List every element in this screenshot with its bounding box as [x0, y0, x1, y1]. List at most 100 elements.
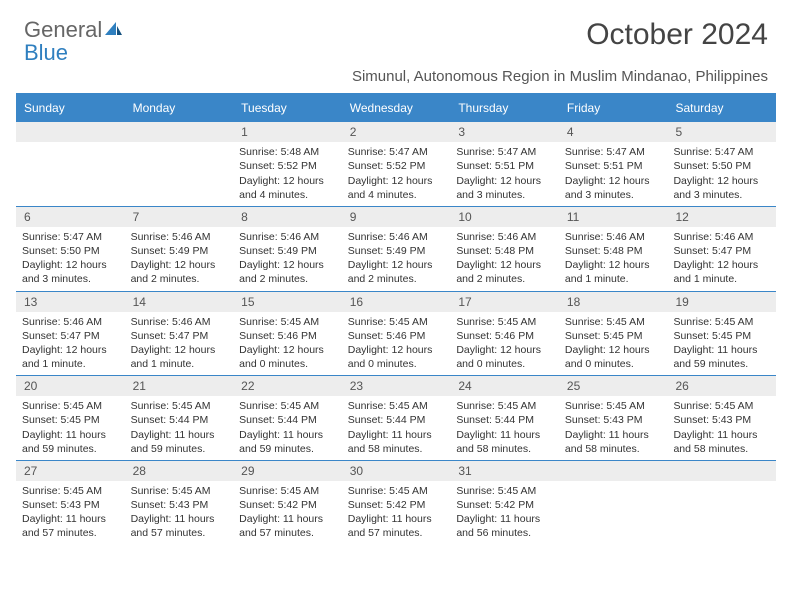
day-number: 9 — [342, 207, 451, 227]
day-cell: 17Sunrise: 5:45 AMSunset: 5:46 PMDayligh… — [450, 292, 559, 376]
day-details: Sunrise: 5:45 AMSunset: 5:42 PMDaylight:… — [233, 481, 342, 545]
day-cell: 30Sunrise: 5:45 AMSunset: 5:42 PMDayligh… — [342, 461, 451, 545]
day-cell — [16, 122, 125, 206]
day-number: 26 — [667, 376, 776, 396]
day-details: Sunrise: 5:45 AMSunset: 5:46 PMDaylight:… — [342, 312, 451, 376]
logo-text-blue: Blue — [24, 40, 68, 65]
day-number: 16 — [342, 292, 451, 312]
weekday-header: Tuesday — [233, 95, 342, 121]
day-cell: 21Sunrise: 5:45 AMSunset: 5:44 PMDayligh… — [125, 376, 234, 460]
day-details: Sunrise: 5:48 AMSunset: 5:52 PMDaylight:… — [233, 142, 342, 206]
day-details: Sunrise: 5:45 AMSunset: 5:43 PMDaylight:… — [559, 396, 668, 460]
day-number: 25 — [559, 376, 668, 396]
week-row: 1Sunrise: 5:48 AMSunset: 5:52 PMDaylight… — [16, 121, 776, 206]
day-cell: 4Sunrise: 5:47 AMSunset: 5:51 PMDaylight… — [559, 122, 668, 206]
day-details: Sunrise: 5:47 AMSunset: 5:52 PMDaylight:… — [342, 142, 451, 206]
day-cell: 12Sunrise: 5:46 AMSunset: 5:47 PMDayligh… — [667, 207, 776, 291]
day-cell — [125, 122, 234, 206]
day-number: 6 — [16, 207, 125, 227]
day-cell: 8Sunrise: 5:46 AMSunset: 5:49 PMDaylight… — [233, 207, 342, 291]
day-number: 4 — [559, 122, 668, 142]
day-details: Sunrise: 5:45 AMSunset: 5:45 PMDaylight:… — [559, 312, 668, 376]
day-details: Sunrise: 5:47 AMSunset: 5:51 PMDaylight:… — [450, 142, 559, 206]
day-details: Sunrise: 5:45 AMSunset: 5:46 PMDaylight:… — [450, 312, 559, 376]
week-row: 6Sunrise: 5:47 AMSunset: 5:50 PMDaylight… — [16, 206, 776, 291]
weekday-header-row: SundayMondayTuesdayWednesdayThursdayFrid… — [16, 95, 776, 121]
day-details: Sunrise: 5:45 AMSunset: 5:42 PMDaylight:… — [342, 481, 451, 545]
day-number: 17 — [450, 292, 559, 312]
day-number: 5 — [667, 122, 776, 142]
logo: GeneralBlue — [24, 18, 124, 64]
day-number: 12 — [667, 207, 776, 227]
day-cell: 7Sunrise: 5:46 AMSunset: 5:49 PMDaylight… — [125, 207, 234, 291]
day-cell — [559, 461, 668, 545]
weekday-header: Wednesday — [342, 95, 451, 121]
logo-sail-icon — [104, 18, 124, 41]
day-cell: 16Sunrise: 5:45 AMSunset: 5:46 PMDayligh… — [342, 292, 451, 376]
day-cell: 9Sunrise: 5:46 AMSunset: 5:49 PMDaylight… — [342, 207, 451, 291]
day-details: Sunrise: 5:45 AMSunset: 5:43 PMDaylight:… — [125, 481, 234, 545]
day-number: 23 — [342, 376, 451, 396]
day-number: 8 — [233, 207, 342, 227]
day-number: 31 — [450, 461, 559, 481]
day-details: Sunrise: 5:46 AMSunset: 5:48 PMDaylight:… — [450, 227, 559, 291]
location-subtitle: Simunul, Autonomous Region in Muslim Min… — [0, 68, 792, 93]
day-details: Sunrise: 5:45 AMSunset: 5:44 PMDaylight:… — [450, 396, 559, 460]
weekday-header: Sunday — [16, 95, 125, 121]
day-number: 30 — [342, 461, 451, 481]
day-number: 3 — [450, 122, 559, 142]
day-cell: 18Sunrise: 5:45 AMSunset: 5:45 PMDayligh… — [559, 292, 668, 376]
day-number: 20 — [16, 376, 125, 396]
day-cell: 25Sunrise: 5:45 AMSunset: 5:43 PMDayligh… — [559, 376, 668, 460]
day-details: Sunrise: 5:45 AMSunset: 5:45 PMDaylight:… — [667, 312, 776, 376]
weekday-header: Saturday — [667, 95, 776, 121]
day-details: Sunrise: 5:46 AMSunset: 5:47 PMDaylight:… — [667, 227, 776, 291]
weekday-header: Monday — [125, 95, 234, 121]
day-number: 11 — [559, 207, 668, 227]
day-number — [667, 461, 776, 481]
day-details — [667, 481, 776, 531]
day-cell: 20Sunrise: 5:45 AMSunset: 5:45 PMDayligh… — [16, 376, 125, 460]
weeks-container: 1Sunrise: 5:48 AMSunset: 5:52 PMDaylight… — [16, 121, 776, 544]
day-details: Sunrise: 5:46 AMSunset: 5:49 PMDaylight:… — [233, 227, 342, 291]
day-cell: 22Sunrise: 5:45 AMSunset: 5:44 PMDayligh… — [233, 376, 342, 460]
day-cell: 13Sunrise: 5:46 AMSunset: 5:47 PMDayligh… — [16, 292, 125, 376]
day-details: Sunrise: 5:46 AMSunset: 5:48 PMDaylight:… — [559, 227, 668, 291]
day-cell: 5Sunrise: 5:47 AMSunset: 5:50 PMDaylight… — [667, 122, 776, 206]
day-number: 27 — [16, 461, 125, 481]
day-details: Sunrise: 5:45 AMSunset: 5:45 PMDaylight:… — [16, 396, 125, 460]
day-details — [559, 481, 668, 531]
day-details: Sunrise: 5:45 AMSunset: 5:43 PMDaylight:… — [667, 396, 776, 460]
day-details: Sunrise: 5:47 AMSunset: 5:50 PMDaylight:… — [16, 227, 125, 291]
day-cell: 6Sunrise: 5:47 AMSunset: 5:50 PMDaylight… — [16, 207, 125, 291]
day-details: Sunrise: 5:47 AMSunset: 5:50 PMDaylight:… — [667, 142, 776, 206]
day-cell: 27Sunrise: 5:45 AMSunset: 5:43 PMDayligh… — [16, 461, 125, 545]
title-block: October 2024 — [586, 18, 768, 52]
day-details: Sunrise: 5:45 AMSunset: 5:44 PMDaylight:… — [342, 396, 451, 460]
day-number — [125, 122, 234, 142]
day-number: 13 — [16, 292, 125, 312]
day-cell: 29Sunrise: 5:45 AMSunset: 5:42 PMDayligh… — [233, 461, 342, 545]
day-cell: 1Sunrise: 5:48 AMSunset: 5:52 PMDaylight… — [233, 122, 342, 206]
day-number: 2 — [342, 122, 451, 142]
day-details: Sunrise: 5:46 AMSunset: 5:49 PMDaylight:… — [342, 227, 451, 291]
day-details: Sunrise: 5:47 AMSunset: 5:51 PMDaylight:… — [559, 142, 668, 206]
day-number: 21 — [125, 376, 234, 396]
day-number — [559, 461, 668, 481]
day-details: Sunrise: 5:46 AMSunset: 5:49 PMDaylight:… — [125, 227, 234, 291]
day-details: Sunrise: 5:46 AMSunset: 5:47 PMDaylight:… — [16, 312, 125, 376]
week-row: 20Sunrise: 5:45 AMSunset: 5:45 PMDayligh… — [16, 375, 776, 460]
day-details: Sunrise: 5:45 AMSunset: 5:43 PMDaylight:… — [16, 481, 125, 545]
day-details — [16, 142, 125, 192]
day-cell: 10Sunrise: 5:46 AMSunset: 5:48 PMDayligh… — [450, 207, 559, 291]
day-cell — [667, 461, 776, 545]
day-cell: 23Sunrise: 5:45 AMSunset: 5:44 PMDayligh… — [342, 376, 451, 460]
day-number: 24 — [450, 376, 559, 396]
day-cell: 26Sunrise: 5:45 AMSunset: 5:43 PMDayligh… — [667, 376, 776, 460]
weekday-header: Thursday — [450, 95, 559, 121]
day-number: 14 — [125, 292, 234, 312]
week-row: 13Sunrise: 5:46 AMSunset: 5:47 PMDayligh… — [16, 291, 776, 376]
day-details: Sunrise: 5:45 AMSunset: 5:44 PMDaylight:… — [125, 396, 234, 460]
day-cell: 15Sunrise: 5:45 AMSunset: 5:46 PMDayligh… — [233, 292, 342, 376]
day-number: 1 — [233, 122, 342, 142]
